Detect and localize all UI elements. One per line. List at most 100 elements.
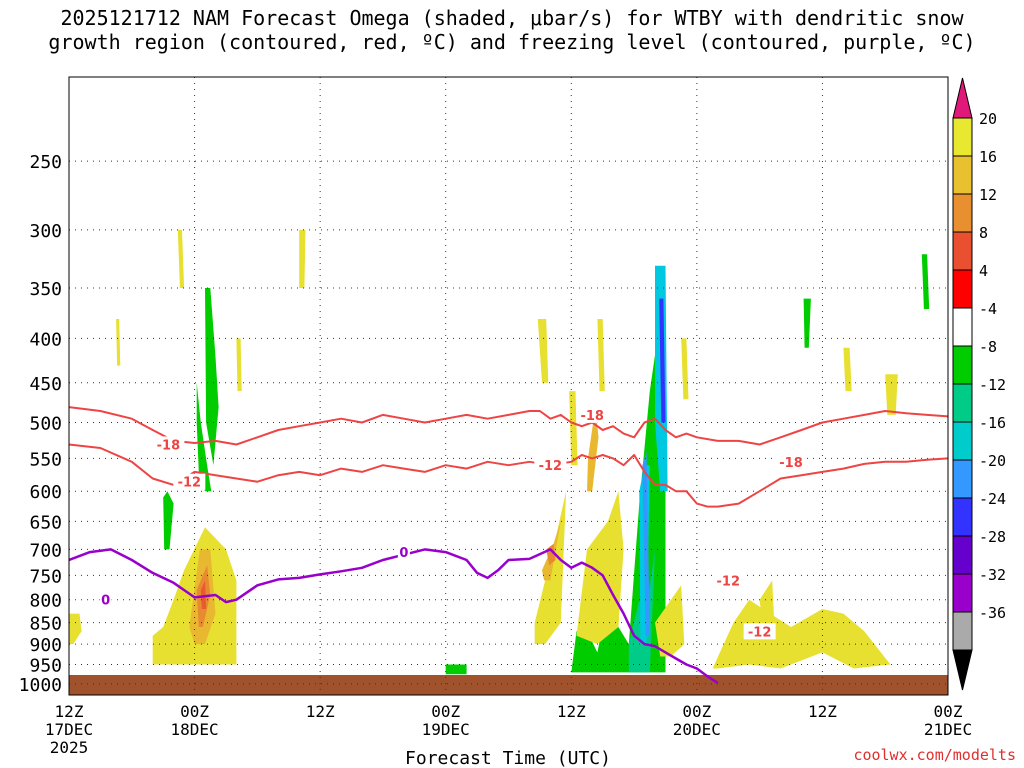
omega-region-p8-32 (587, 407, 599, 492)
omega-region-p4-23 (655, 585, 685, 657)
colorbar-legend: 20 16 12 8 4 -4 -8 -12 -16 -20 -24 -28 -32 -36 (952, 77, 1006, 691)
omega-region-m12-7 (628, 549, 655, 673)
omega-region-p4-21 (576, 491, 624, 645)
ytick-550: 550 (29, 449, 62, 470)
colorbar-label-0: 20 (979, 110, 997, 128)
colorbar-label-3: 8 (979, 224, 988, 242)
omega-region-m8-5 (803, 298, 811, 348)
xtick-date-0: 17DEC (45, 720, 93, 739)
temperature-contours (69, 406, 948, 685)
colorbar-top-triangle (952, 77, 973, 119)
contour-label-0: -18 (157, 438, 181, 453)
colorbar-label-13: -36 (979, 604, 1006, 622)
xtick-time-36: 00Z (431, 702, 460, 721)
x-axis-title: Forecast Time (UTC) (405, 748, 611, 768)
contour-minus18 (69, 406, 948, 446)
xtick-date-12: 18DEC (170, 720, 218, 739)
colorbar-swatch-13 (952, 611, 973, 651)
ytick-700: 700 (29, 540, 62, 561)
colorbar-swatch-6 (952, 345, 973, 385)
colorbar-label-11: -28 (979, 528, 1006, 546)
xtick-year-0: 2025 (50, 738, 89, 757)
contour-label-4: -18 (779, 456, 803, 471)
contour-label-8: 0 (399, 546, 408, 561)
xtick-date-60: 20DEC (673, 720, 721, 739)
ytick-850: 850 (29, 614, 62, 635)
omega-region-p4-20 (569, 391, 578, 466)
omega-region-m24-11 (659, 298, 666, 423)
xtick-time-48: 12Z (557, 702, 586, 721)
colorbar-label-10: -24 (979, 490, 1006, 508)
colorbar-swatch-4 (952, 269, 973, 309)
xtick-time-60: 00Z (682, 702, 711, 721)
omega-region-p4-16 (236, 338, 242, 392)
colorbar-label-4: 4 (979, 262, 988, 280)
ytick-900: 900 (29, 635, 62, 656)
omega-shading (69, 229, 930, 675)
ytick-300: 300 (29, 221, 62, 242)
title-line-2: growth region (contoured, red, ºC) and f… (48, 30, 976, 54)
credit-text: coolwx.com/modelts (853, 746, 1016, 764)
contour-label-3: -12 (539, 459, 563, 474)
colorbar-label-8: -16 (979, 414, 1006, 432)
omega-region-m8-6 (921, 254, 930, 309)
colorbar-swatch-5 (952, 307, 973, 347)
colorbar-swatch-12 (952, 573, 973, 613)
colorbar-swatch-3 (952, 231, 973, 271)
contour-label-bg-2 (576, 406, 609, 423)
omega-region-p16-35 (200, 580, 207, 609)
title-line-1: 2025121712 NAM Forecast Omega (shaded, μ… (60, 6, 964, 30)
colorbar-swatch-0 (952, 117, 973, 157)
omega-region-p4-27 (843, 347, 852, 392)
ytick-350: 350 (29, 279, 62, 300)
omega-region-m8-4 (445, 664, 467, 675)
y-axis-labels: 2503003504004505005506006507007508008509… (19, 152, 62, 696)
xtick-time-12: 00Z (180, 702, 209, 721)
ytick-400: 400 (29, 329, 62, 350)
contour-label-bg-4 (775, 453, 808, 470)
contour-labels: -18 -12 -18 -12 -18 -12 -12 0 0 (99, 406, 808, 640)
omega-region-p4-22 (597, 319, 605, 392)
colorbar-swatch-9 (952, 459, 973, 499)
colorbar-label-2: 12 (979, 186, 997, 204)
colorbar-label-9: -20 (979, 452, 1006, 470)
omega-region-p4-28 (885, 374, 898, 415)
xtick-date-36: 19DEC (422, 720, 470, 739)
omega-region-p4-15 (116, 319, 121, 366)
ytick-500: 500 (29, 413, 62, 434)
ytick-250: 250 (29, 152, 62, 173)
colorbar-swatch-1 (952, 155, 973, 195)
omega-region-p4-14 (177, 229, 185, 288)
contour-label-6: -12 (748, 625, 772, 640)
colorbar-label-1: 16 (979, 148, 997, 166)
omega-region-p4-24 (681, 338, 689, 400)
ytick-600: 600 (29, 482, 62, 503)
surface-terrain (69, 675, 948, 695)
colorbar-bottom-triangle (952, 649, 973, 691)
ytick-650: 650 (29, 512, 62, 533)
contour-minus12 (69, 443, 948, 508)
colorbar-label-12: -32 (979, 566, 1006, 584)
contour-freezing (69, 548, 719, 685)
contour-label-bg-8 (397, 544, 410, 561)
colorbar-label-5: -4 (979, 300, 997, 318)
contour-label-bg-1 (173, 473, 206, 490)
xtick-time-0: 12Z (55, 702, 84, 721)
contour-label-5: -12 (717, 574, 741, 589)
colorbar-swatch-8 (952, 421, 973, 461)
omega-region-m8-1 (205, 288, 219, 466)
contour-label-1: -12 (178, 476, 202, 491)
omega-region-p4-12 (69, 613, 82, 645)
colorbar-label-7: -12 (979, 376, 1006, 394)
colorbar-swatch-10 (952, 497, 973, 537)
xtick-date-84: 21DEC (924, 720, 972, 739)
contour-label-bg-3 (534, 457, 567, 474)
omega-region-p4-17 (299, 229, 306, 288)
xtick-time-72: 12Z (808, 702, 837, 721)
ytick-750: 750 (29, 566, 62, 587)
omega-region-m8-0 (196, 382, 212, 492)
omega-region-p4-25 (712, 599, 891, 669)
ytick-950: 950 (29, 656, 62, 677)
